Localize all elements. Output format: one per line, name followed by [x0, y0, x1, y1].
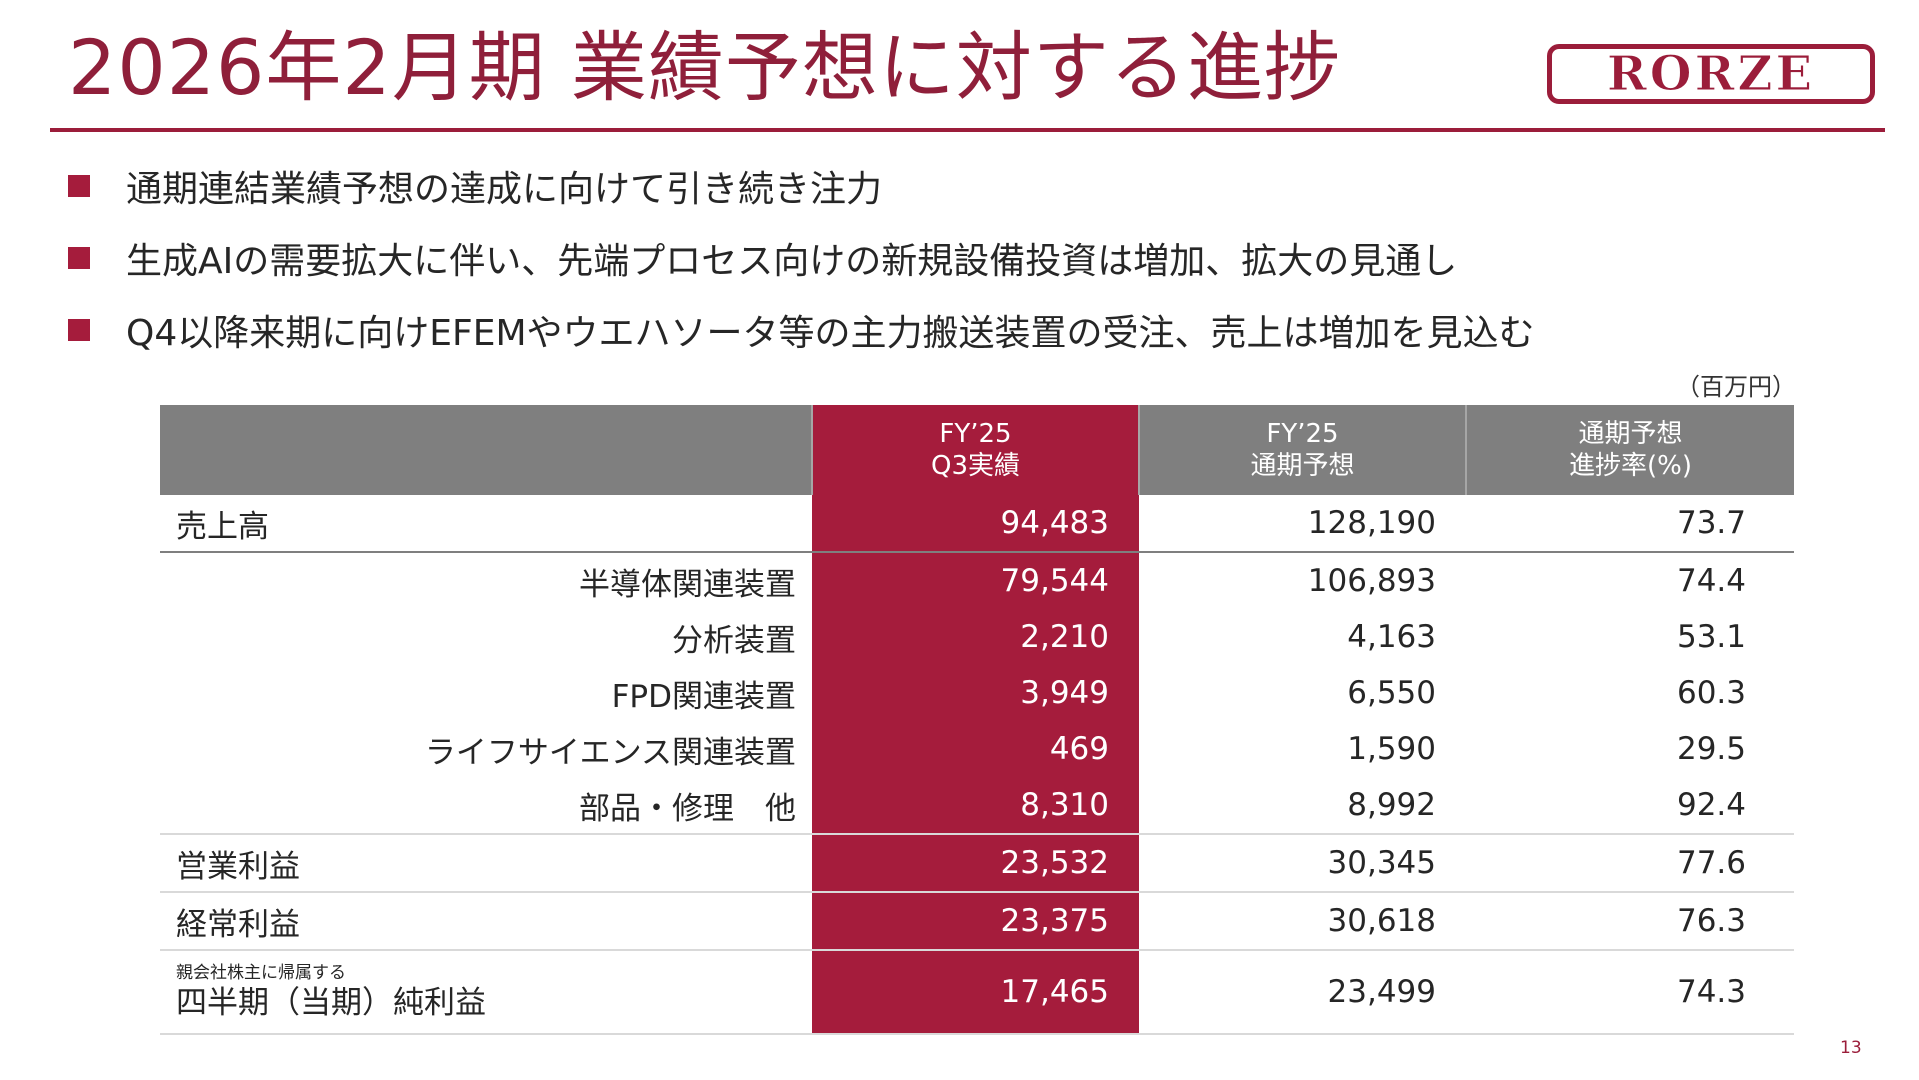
table-row-ordinary-profit: 経常利益 23,375 30,618 76.3 [160, 892, 1794, 951]
cell-progress: 53.1 [1676, 619, 1746, 655]
table-row-net-sales: 売上高 94,483 128,190 73.7 [160, 495, 1794, 553]
row-label: ライフサイエンス関連装置 [424, 734, 796, 771]
row-label: 半導体関連装置 [579, 566, 796, 603]
table-row: 部品・修理 他 8,310 8,992 92.4 [160, 777, 1794, 835]
cell-forecast: 30,618 [1139, 892, 1466, 951]
rorze-logo: RORZE [1547, 44, 1875, 104]
header-line: 通期予想 [1578, 419, 1683, 449]
cell-forecast: 106,893 [1307, 563, 1436, 599]
cell-progress: 74.3 [1466, 950, 1794, 1035]
header-empty [160, 405, 813, 495]
cell-progress: 29.5 [1676, 731, 1746, 767]
cell-forecast: 30,345 [1139, 834, 1466, 893]
row-label-note: 親会社株主に帰属する [176, 963, 346, 983]
table-row: ライフサイエンス関連装置 469 1,590 29.5 [160, 721, 1794, 777]
logo-text: RORZE [1606, 46, 1816, 102]
header-line: 進捗率(%) [1569, 451, 1692, 481]
row-label: 親会社株主に帰属する 四半期（当期）純利益 [160, 950, 812, 1035]
header-line: FY’25 [939, 419, 1012, 449]
unit-label: （百万円） [1676, 373, 1796, 401]
page-number: 13 [1840, 1038, 1862, 1058]
row-label: 営業利益 [160, 834, 812, 893]
cell-q3: 94,483 [812, 495, 1139, 553]
cell-progress: 77.6 [1466, 834, 1794, 893]
bullet-text: 通期連結業績予想の達成に向けて引き続き注力 [126, 169, 883, 210]
table-header-row: FY’25 Q3実績 FY’25 通期予想 通期予想 進捗率(%) [160, 405, 1794, 495]
bullet-list: 通期連結業績予想の達成に向けて引き続き注力 生成AIの需要拡大に伴い、先端プロセ… [68, 150, 1535, 366]
table-row: 分析装置 2,210 4,163 53.1 [160, 609, 1794, 665]
table-row: 半導体関連装置 79,544 106,893 74.4 [160, 552, 1794, 609]
header-progress-rate: 通期予想 進捗率(%) [1466, 405, 1794, 495]
bullet-text: Q4以降来期に向けEFEMやウエハソータ等の主力搬送装置の受注、売上は増加を見込… [126, 313, 1535, 354]
header-line: 通期予想 [1250, 451, 1355, 481]
cell-q3: 17,465 [812, 950, 1139, 1035]
bullet-text: 生成AIの需要拡大に伴い、先端プロセス向けの新規設備投資は増加、拡大の見通し [126, 241, 1458, 282]
bullet-item: 生成AIの需要拡大に伴い、先端プロセス向けの新規設備投資は増加、拡大の見通し [68, 222, 1535, 294]
cell-q3: 23,375 [812, 892, 1139, 951]
slide-title: 2026年2月期 業績予想に対する進捗 [68, 23, 1341, 112]
header-full-year-forecast: FY’25 通期予想 [1139, 405, 1467, 495]
row-label: 売上高 [160, 495, 812, 553]
cell-forecast: 8,992 [1139, 777, 1466, 835]
title-divider [50, 128, 1885, 132]
cell-q3: 8,310 [812, 777, 1139, 835]
cell-progress: 76.3 [1466, 892, 1794, 951]
header-line: Q3実績 [930, 451, 1020, 481]
cell-q3: 3,949 [812, 665, 1139, 721]
cell-forecast: 23,499 [1139, 950, 1466, 1035]
bullet-item: 通期連結業績予想の達成に向けて引き続き注力 [68, 150, 1535, 222]
header-q3-actual: FY’25 Q3実績 [812, 405, 1140, 495]
bullet-square-icon [68, 319, 90, 341]
cell-progress: 60.3 [1676, 675, 1746, 711]
cell-forecast: 4,163 [1347, 619, 1436, 655]
cell-progress: 73.7 [1466, 495, 1794, 553]
row-label: FPD関連装置 [611, 678, 796, 715]
cell-forecast: 6,550 [1347, 675, 1436, 711]
cell-q3: 2,210 [812, 609, 1139, 665]
cell-progress: 74.4 [1676, 563, 1746, 599]
row-label: 経常利益 [160, 892, 812, 951]
row-label: 分析装置 [672, 622, 796, 659]
cell-forecast: 128,190 [1139, 495, 1466, 553]
row-label-main: 四半期（当期）純利益 [176, 985, 486, 1021]
bullet-square-icon [68, 247, 90, 269]
row-label: 部品・修理 他 [160, 777, 812, 835]
cell-progress: 92.4 [1466, 777, 1794, 835]
cell-q3: 79,544 [812, 552, 1139, 609]
bullet-item: Q4以降来期に向けEFEMやウエハソータ等の主力搬送装置の受注、売上は増加を見込… [68, 294, 1535, 366]
table-row-operating-profit: 営業利益 23,532 30,345 77.6 [160, 834, 1794, 893]
cell-forecast: 1,590 [1347, 731, 1436, 767]
progress-table: FY’25 Q3実績 FY’25 通期予想 通期予想 進捗率(%) 売上高 94… [160, 405, 1794, 1035]
cell-q3: 469 [812, 721, 1139, 777]
cell-q3: 23,532 [812, 834, 1139, 893]
table-row-net-income: 親会社株主に帰属する 四半期（当期）純利益 17,465 23,499 74.3 [160, 950, 1794, 1035]
bullet-square-icon [68, 175, 90, 197]
header-line: FY’25 [1266, 419, 1339, 449]
table-row: FPD関連装置 3,949 6,550 60.3 [160, 665, 1794, 721]
